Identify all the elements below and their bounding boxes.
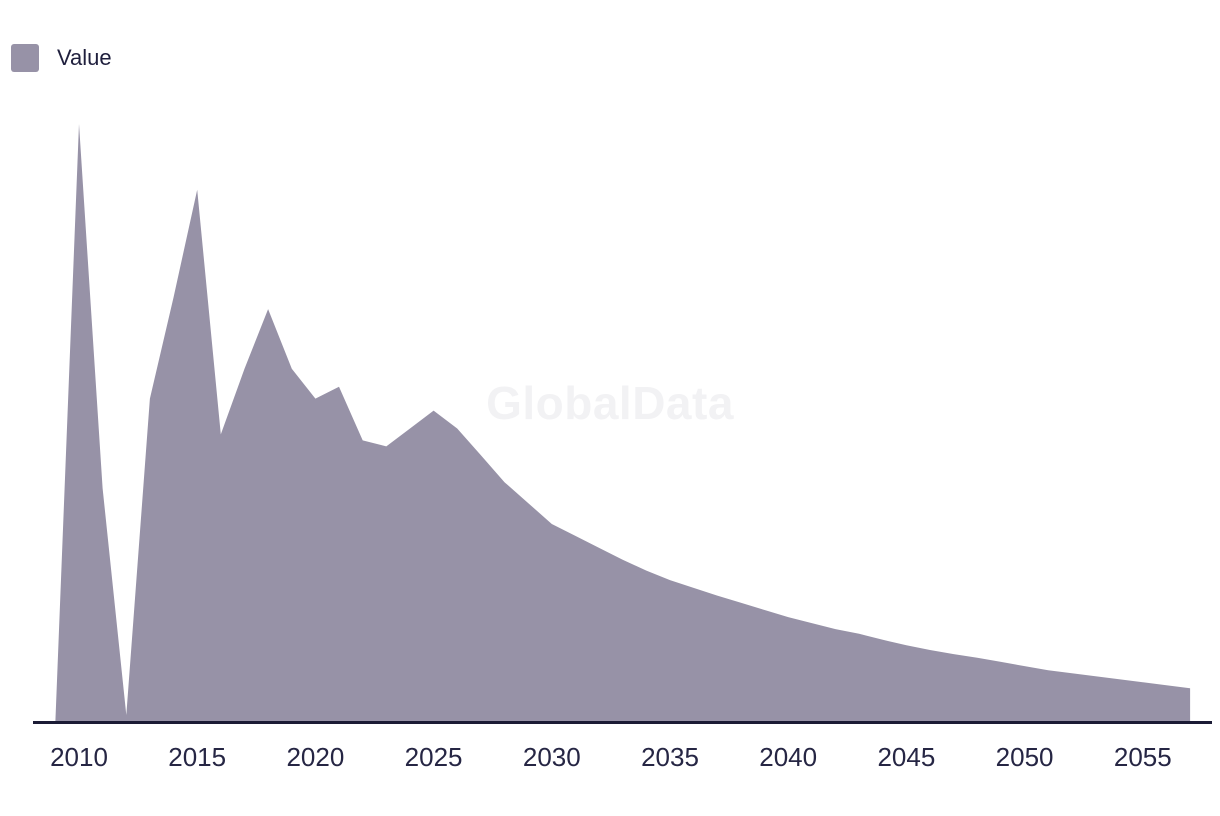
x-tick-label-2030: 2030 <box>522 742 581 772</box>
x-tick-label-2045: 2045 <box>877 742 936 772</box>
x-tick-label-2025: 2025 <box>404 742 463 772</box>
x-tick-label-2050: 2050 <box>995 742 1054 772</box>
x-axis-line <box>33 721 1212 724</box>
x-tick-label-2040: 2040 <box>759 742 818 772</box>
legend-label: Value <box>57 45 112 70</box>
x-tick-label-2035: 2035 <box>641 742 699 772</box>
x-axis-labels: 2010 2015 2020 2025 2030 2035 2040 2045 2050 2055 <box>0 742 1220 776</box>
x-tick-label-2020: 2020 <box>286 742 345 772</box>
x-tick-label-2015: 2015 <box>168 742 227 772</box>
legend-swatch-icon <box>11 44 39 72</box>
legend-item-value[interactable]: Value <box>11 44 112 72</box>
x-tick-label-2055: 2055 <box>1113 742 1172 772</box>
area-series-value[interactable] <box>55 124 1191 721</box>
legend: Value <box>11 44 112 72</box>
x-tick-label-2010: 2010 <box>50 742 108 772</box>
